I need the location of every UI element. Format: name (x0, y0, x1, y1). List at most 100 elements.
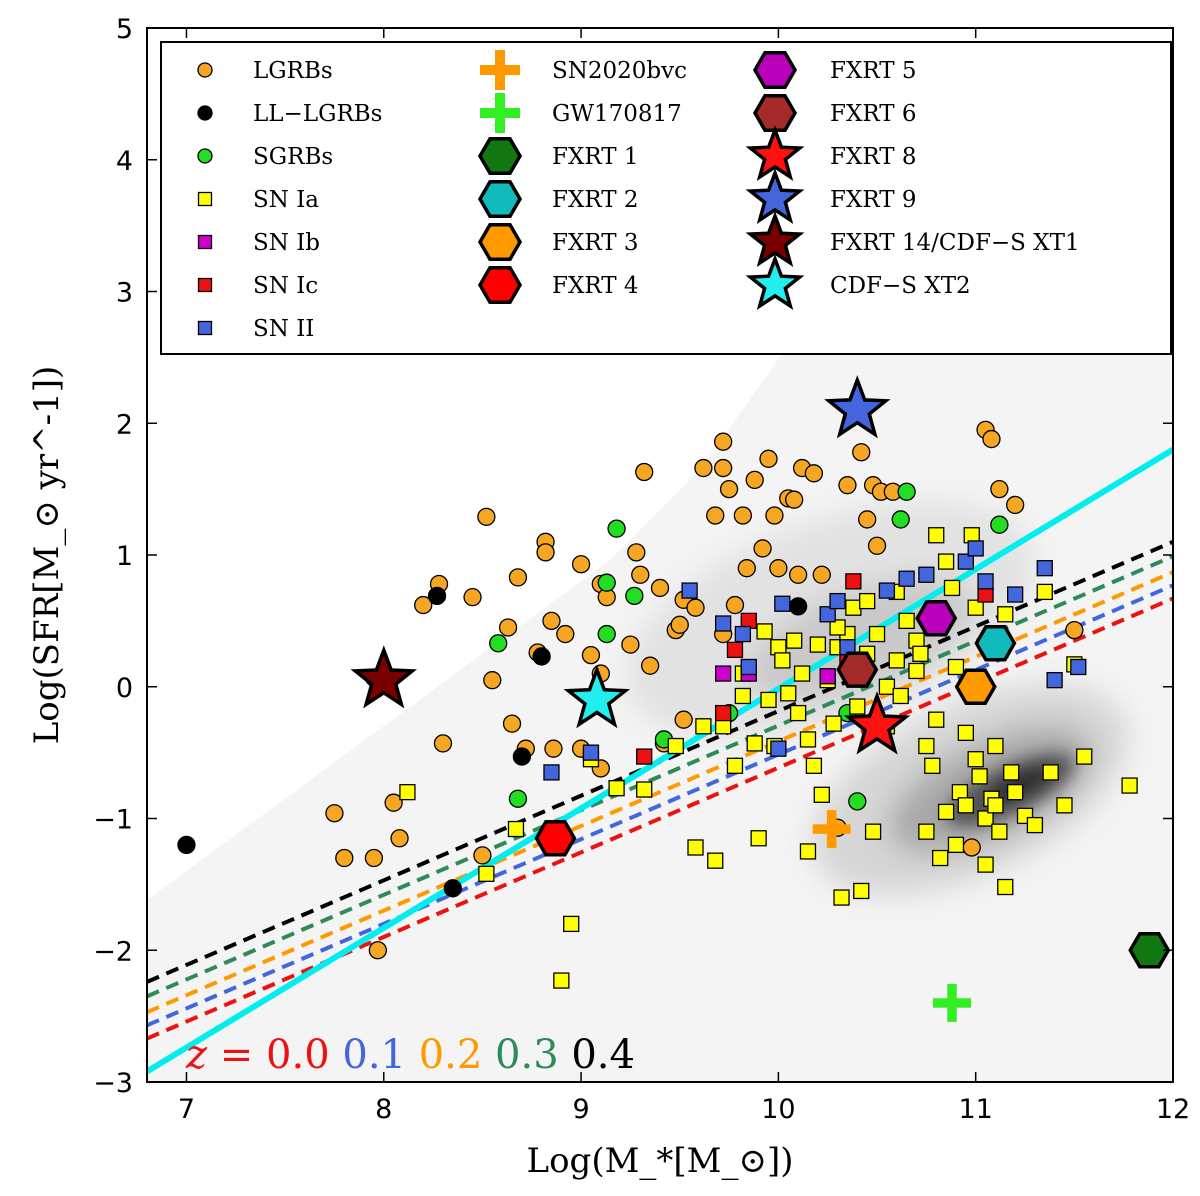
legend-label: FXRT 5 (830, 58, 917, 84)
point-sn-ia (991, 823, 1008, 840)
x-tick-label: 7 (178, 1094, 195, 1125)
point-sn-ia (957, 797, 974, 814)
point-sn-ia (726, 757, 744, 774)
point-sn-ia (849, 698, 866, 715)
redshift-value-0.2: 0.2 (406, 1032, 482, 1078)
point-sn-ia (825, 715, 842, 732)
point-sn-ia (878, 678, 896, 695)
marker-fxrt-4 (534, 820, 577, 857)
point-sn-ia (809, 636, 826, 653)
redshift-value-0.0: 0.0 (266, 1032, 330, 1078)
point-sn-ia (1003, 764, 1020, 781)
point-sn-ia (1056, 797, 1073, 814)
point-sn-ia (805, 757, 823, 774)
legend-label: GW170817 (552, 101, 682, 127)
point-lgrbs (463, 588, 482, 607)
marker-sn2020bvc-v (826, 810, 837, 849)
marker-cdf-s-xt2 (563, 664, 631, 729)
point-sn-ia (760, 691, 777, 709)
point-sn-ii (1007, 586, 1024, 603)
point-lgrbs (962, 838, 981, 857)
point-sn-ia (898, 612, 915, 630)
point-lgrbs (725, 595, 745, 615)
point-sn-ia (707, 852, 724, 869)
point-sn-ia (1007, 784, 1024, 801)
legend-label: FXRT 8 (830, 144, 917, 170)
point-lgrbs (713, 458, 733, 478)
point-sn-ia (924, 757, 941, 774)
point-lgrbs (788, 565, 808, 584)
point-sgrbs (625, 586, 644, 605)
point-sgrbs (597, 573, 616, 592)
point-lgrbs (838, 476, 857, 495)
legend-marker-fxrt-3 (477, 222, 523, 262)
point-sn-ib (714, 665, 732, 682)
point-sn-ia (937, 803, 955, 821)
point-sn-ia (1026, 816, 1044, 834)
point-sn-ia (967, 751, 984, 768)
marker-fxrt-3 (954, 668, 997, 705)
point-sn-ii (740, 658, 757, 676)
point-sgrbs (508, 789, 528, 808)
point-sn-ic (636, 748, 653, 765)
point-sn-ia (868, 625, 886, 643)
legend-marker-fxrt-4 (477, 265, 523, 305)
point-sn-ia (799, 843, 817, 860)
point-lgrbs (390, 829, 409, 848)
redshift-label-row: z = 0.0 0.1 0.2 0.3 0.4 (185, 1032, 635, 1078)
point-lgrbs (581, 645, 601, 665)
point-sn-ia (687, 839, 704, 856)
point-sn-ia (892, 687, 909, 705)
legend-marker-sn-ib (197, 234, 213, 250)
point-sn-ii (1046, 672, 1063, 689)
y-tick-label: −2 (93, 936, 133, 967)
point-sn-ia (695, 718, 712, 735)
legend-label: SN Ia (253, 187, 319, 213)
point-sn-ia (1042, 764, 1059, 781)
point-lgrbs (759, 449, 778, 468)
redshift-labels: z = 0.0 0.1 0.2 0.3 0.4 (185, 1032, 635, 1078)
point-sn-ia (987, 737, 1004, 755)
point-lgrbs (536, 543, 555, 562)
legend-marker-sn-ia (197, 191, 213, 207)
point-sn-ia (799, 731, 817, 748)
marker-fxrt-6 (836, 651, 879, 688)
y-tick-label: 3 (116, 278, 133, 309)
point-sgrbs (990, 515, 1009, 534)
point-sn-ia (734, 687, 752, 705)
point-lgrbs (571, 555, 591, 574)
x-tick-label: 8 (375, 1094, 392, 1125)
point-lgrbs (852, 443, 871, 462)
point-sn-ia (937, 553, 955, 570)
point-lgrbs (670, 615, 689, 634)
point-sn-ia (987, 797, 1004, 814)
point-lgrbs (812, 565, 831, 584)
point-sn-ia (971, 768, 988, 785)
point-lgrbs (325, 804, 344, 823)
legend-marker-fxrt-14-cdf-s-xt1 (745, 210, 805, 268)
legend: LGRBs LL−LGRBs SGRBs SN Ia SN Ib SN Ic SN II SN… (160, 41, 1172, 355)
legend-marker-fxrt-6 (752, 93, 798, 133)
marker-gw170817-v (947, 983, 957, 1022)
point-sn-ic (845, 573, 862, 590)
legend-marker-cdf-s-xt2 (745, 253, 805, 311)
legend-marker-fxrt-5 (752, 50, 798, 90)
scatter-points (177, 420, 1138, 989)
point-sgrbs (607, 519, 626, 538)
marker-fxrt-2 (974, 625, 1017, 662)
legend-marker-sn-ii (197, 320, 213, 336)
point-sn-ia (845, 599, 862, 616)
marker-fxrt-1 (1128, 932, 1171, 969)
point-sn-ia (908, 662, 925, 680)
point-sn-ia (947, 658, 965, 676)
point-sn-ii (967, 540, 984, 557)
point-sn-ia (774, 652, 791, 669)
point-lgrbs (542, 611, 561, 631)
point-lgrbs (621, 635, 640, 654)
point-sn-ia (997, 878, 1014, 896)
point-sn-ia (636, 781, 653, 798)
point-sn-ia (977, 856, 994, 873)
point-sn-ia (918, 823, 935, 840)
point-lgrbs (335, 848, 354, 868)
